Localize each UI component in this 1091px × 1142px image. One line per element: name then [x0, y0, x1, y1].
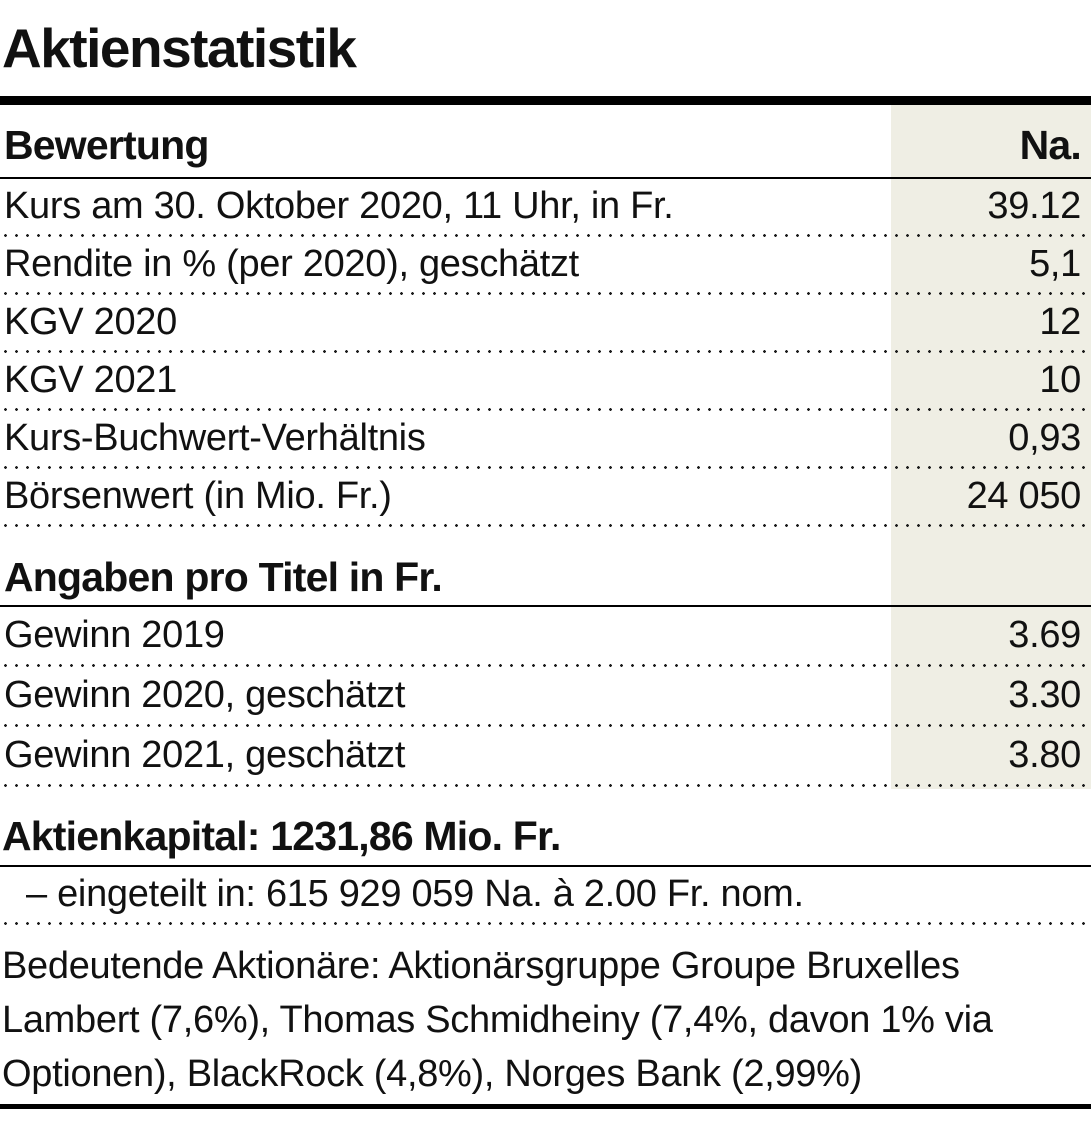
row-label: Börsenwert (in Mio. Fr.)	[4, 475, 392, 517]
row-value: 39.12	[987, 185, 1081, 227]
dotted-separator	[0, 724, 1091, 727]
section-header-angaben-pro-titel: Angaben pro Titel in Fr.	[0, 555, 1091, 607]
dotted-separator	[0, 292, 1091, 295]
row-value: 3.80	[1008, 734, 1081, 776]
table-row: Gewinn 2021, geschätzt 3.80	[0, 727, 1091, 784]
row-label: Kurs-Buchwert-Verhältnis	[4, 417, 426, 459]
table-row: Kurs-Buchwert-Verhältnis 0,93	[0, 411, 1091, 466]
dotted-separator	[0, 664, 1091, 667]
row-value: 3.69	[1008, 614, 1081, 656]
dotted-separator	[0, 408, 1091, 411]
capital-heading: Aktienkapital: 1231,86 Mio. Fr.	[0, 813, 1091, 867]
row-label: Gewinn 2021, geschätzt	[4, 734, 406, 776]
bottom-rule	[0, 1104, 1091, 1109]
section-header-bewertung: Bewertung	[4, 122, 209, 168]
table-row: Kurs am 30. Oktober 2020, 11 Uhr, in Fr.…	[0, 179, 1091, 234]
dotted-separator	[0, 350, 1091, 353]
table-header-row: Bewertung Na.	[0, 105, 1091, 179]
row-value: 0,93	[1008, 417, 1081, 459]
row-value: 12	[1039, 301, 1081, 343]
row-value: 24 050	[966, 475, 1082, 517]
capital-detail-row: – eingeteilt in: 615 929 059 Na. à 2.00 …	[0, 867, 1091, 922]
row-label: Gewinn 2020, geschätzt	[4, 674, 406, 716]
page-title: Aktienstatistik	[2, 17, 357, 79]
dotted-separator	[0, 922, 1091, 925]
row-value: 10	[1039, 359, 1081, 401]
dotted-separator	[0, 466, 1091, 469]
table-row: KGV 2021 10	[0, 353, 1091, 408]
table-row: Rendite in % (per 2020), geschätzt 5,1	[0, 237, 1091, 292]
dotted-separator	[0, 784, 1091, 787]
row-value: 5,1	[1029, 243, 1081, 285]
row-value: 3.30	[1008, 674, 1081, 716]
table-row: KGV 2020 12	[0, 295, 1091, 350]
row-label: Kurs am 30. Oktober 2020, 11 Uhr, in Fr.	[4, 185, 674, 227]
row-label: Rendite in % (per 2020), geschätzt	[4, 243, 579, 285]
dotted-separator	[0, 524, 1091, 527]
row-label: KGV 2020	[4, 301, 177, 343]
table-row: Gewinn 2020, geschätzt 3.30	[0, 667, 1091, 724]
top-rule	[0, 96, 1091, 105]
value-column-header: Na.	[1019, 122, 1082, 168]
table-row: Börsenwert (in Mio. Fr.) 24 050	[0, 469, 1091, 524]
row-label: KGV 2021	[4, 359, 177, 401]
dotted-separator	[0, 234, 1091, 237]
table-row: Gewinn 2019 3.69	[0, 607, 1091, 664]
row-label: Gewinn 2019	[4, 614, 225, 656]
capital-detail: – eingeteilt in: 615 929 059 Na. à 2.00 …	[26, 873, 804, 915]
shareholders-paragraph: Bedeutende Aktionäre: Aktionärsgruppe Gr…	[2, 945, 993, 1095]
